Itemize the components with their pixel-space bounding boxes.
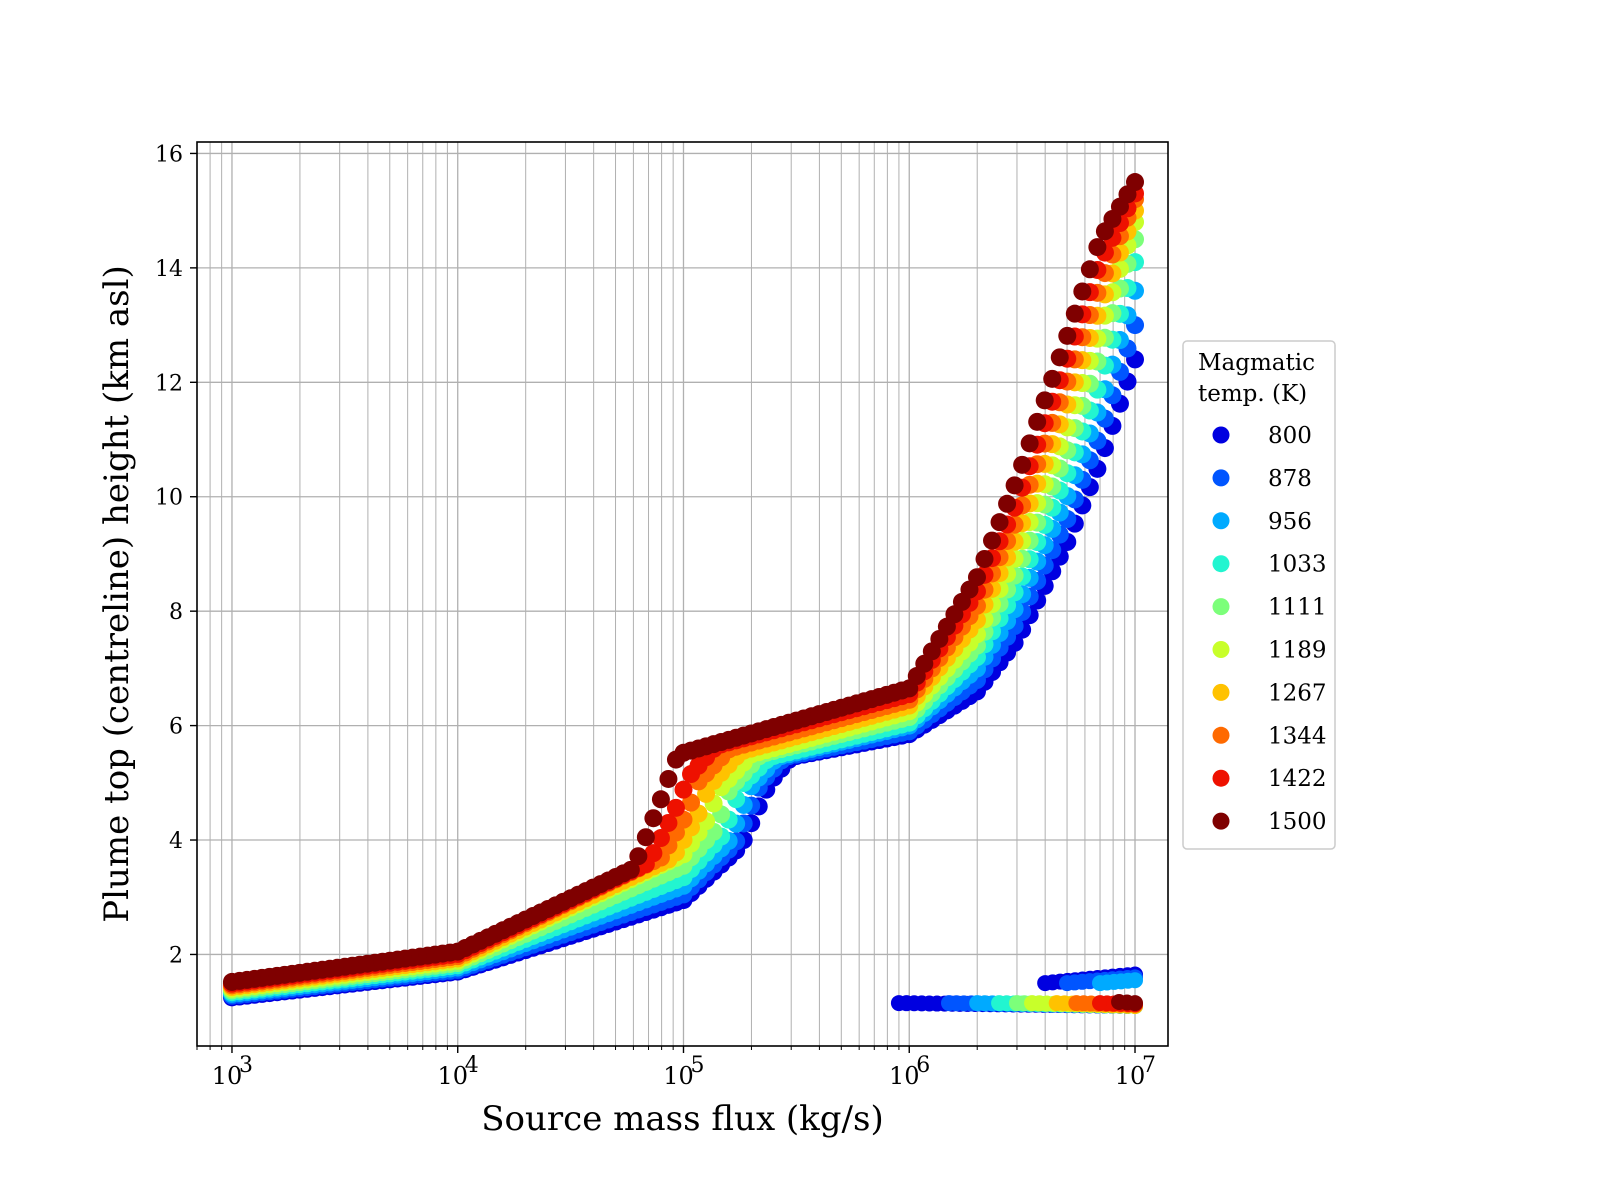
x-tick-label: 10 xyxy=(663,1062,694,1090)
legend: Magmatic temp. (K) 800 878 956 1033 1111 1189… xyxy=(1182,340,1336,850)
data-point xyxy=(629,847,648,866)
y-tick-label: 8 xyxy=(169,600,183,625)
y-tick-label: 14 xyxy=(155,257,183,282)
legend-title-line-1: Magmatic xyxy=(1198,350,1315,376)
x-tick-label-exponent: 7 xyxy=(1142,1053,1156,1078)
x-tick-label: 10 xyxy=(1115,1062,1146,1090)
x-tick-label-exponent: 3 xyxy=(239,1053,253,1078)
y-tick-label: 6 xyxy=(169,715,183,740)
x-tick-label-exponent: 6 xyxy=(916,1053,930,1078)
scatter-points xyxy=(222,173,1145,1014)
data-point xyxy=(644,844,663,863)
data-point xyxy=(967,568,986,587)
legend-marker xyxy=(1212,555,1230,573)
y-tick-label: 2 xyxy=(169,943,183,968)
legend-label: 1422 xyxy=(1268,766,1327,792)
data-point xyxy=(1088,238,1107,257)
data-point xyxy=(674,780,693,799)
data-point xyxy=(1043,369,1062,388)
y-tick-label: 12 xyxy=(155,371,183,396)
data-point xyxy=(651,790,670,809)
legend-label: 878 xyxy=(1268,466,1312,492)
legend-items: 800 878 956 1033 1111 1189 1267 1344 1422 1500 xyxy=(1212,423,1327,835)
legend-marker xyxy=(1212,426,1230,444)
y-axis-title: Plume top (centreline) height (km asl) xyxy=(97,265,137,923)
data-point xyxy=(666,798,685,817)
data-point xyxy=(651,829,670,848)
data-point xyxy=(1073,282,1092,301)
data-point xyxy=(621,860,640,879)
data-point xyxy=(682,793,701,812)
legend-marker xyxy=(1212,683,1230,701)
legend-label: 800 xyxy=(1268,423,1312,449)
data-point xyxy=(983,531,1002,550)
data-point xyxy=(1013,455,1032,474)
legend-label: 1189 xyxy=(1268,638,1327,664)
data-point xyxy=(644,809,663,828)
x-tick-label-exponent: 4 xyxy=(465,1053,479,1078)
data-point xyxy=(1127,972,1144,989)
x-tick-label: 10 xyxy=(889,1062,920,1090)
legend-marker xyxy=(1212,812,1230,830)
legend-label: 1033 xyxy=(1268,552,1327,578)
legend-marker xyxy=(1212,769,1230,787)
axes-frame xyxy=(196,141,1169,1047)
data-point xyxy=(1035,391,1054,410)
legend-label: 956 xyxy=(1268,509,1312,535)
data-point xyxy=(1020,434,1039,453)
y-tick-label: 10 xyxy=(155,486,183,511)
data-point xyxy=(1127,995,1144,1012)
legend-label: 1267 xyxy=(1268,680,1327,706)
data-point xyxy=(1005,476,1024,495)
data-point xyxy=(990,513,1009,532)
x-tick-label: 10 xyxy=(437,1062,468,1090)
data-point xyxy=(1058,326,1077,345)
legend-label: 1500 xyxy=(1268,809,1327,835)
y-tick-label: 4 xyxy=(169,829,183,854)
data-point xyxy=(1065,304,1084,323)
data-point xyxy=(998,494,1017,513)
x-tick-label: 10 xyxy=(212,1062,243,1090)
legend-box xyxy=(1182,340,1336,850)
data-point xyxy=(659,813,678,832)
legend-marker xyxy=(1212,598,1230,616)
data-point xyxy=(1126,173,1145,192)
data-point xyxy=(975,549,994,568)
legend-marker xyxy=(1212,726,1230,744)
data-point xyxy=(659,769,678,788)
legend-label: 1344 xyxy=(1268,723,1327,749)
y-tick-label: 16 xyxy=(155,142,183,167)
data-point xyxy=(1080,260,1099,279)
x-tick-label-exponent: 5 xyxy=(690,1053,704,1078)
legend-label: 1111 xyxy=(1268,595,1327,621)
data-point xyxy=(1050,348,1069,367)
legend-marker xyxy=(1212,512,1230,530)
legend-marker xyxy=(1212,469,1230,487)
x-axis-title: Source mass flux (kg/s) xyxy=(481,1099,883,1139)
legend-marker xyxy=(1212,641,1230,658)
data-point xyxy=(1028,412,1047,431)
legend-title-line-2: temp. (K) xyxy=(1198,381,1307,407)
data-point xyxy=(636,828,655,847)
